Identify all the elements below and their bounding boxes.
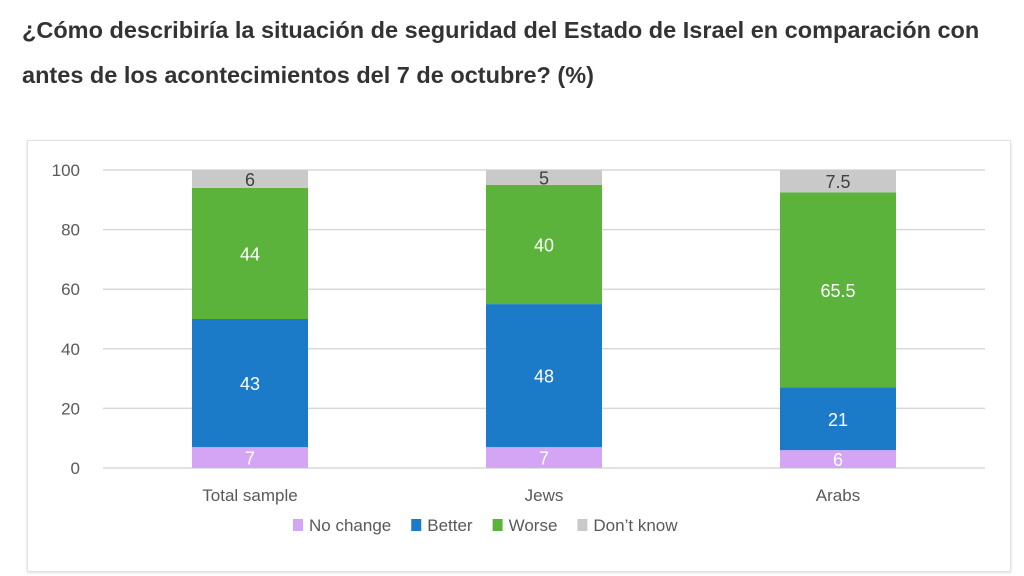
- bar-segment: [192, 319, 308, 448]
- bar-segment: [192, 447, 308, 468]
- legend-label: Better: [427, 516, 473, 535]
- data-label: 43: [240, 374, 260, 394]
- legend-label: No change: [309, 516, 391, 535]
- data-label: 6: [833, 450, 843, 470]
- bar-segment: [192, 187, 308, 319]
- bar-segment: [780, 170, 896, 193]
- bar-segment: [486, 304, 602, 448]
- legend-label: Worse: [509, 516, 558, 535]
- y-tick-label: 100: [52, 161, 80, 180]
- data-label: 21: [828, 410, 848, 430]
- bar-segment: [780, 192, 896, 388]
- data-label: 6: [245, 170, 255, 190]
- x-tick-label: Total sample: [202, 486, 297, 505]
- data-label: 7.5: [825, 172, 850, 192]
- x-tick-label: Arabs: [816, 486, 860, 505]
- data-label: 48: [534, 367, 554, 387]
- bar-segment: [192, 170, 308, 188]
- data-label: 44: [240, 244, 260, 264]
- legend-swatch: [492, 519, 503, 531]
- bar-segment: [486, 184, 602, 305]
- y-tick-label: 40: [61, 340, 80, 359]
- data-label: 5: [539, 168, 549, 188]
- bar-segment: [780, 387, 896, 451]
- legend-label: Don’t know: [593, 516, 678, 535]
- bar-segment: [486, 170, 602, 185]
- y-tick-label: 60: [61, 280, 80, 299]
- legend-swatch: [411, 519, 422, 531]
- y-tick-label: 80: [61, 221, 80, 240]
- data-label: 40: [534, 236, 554, 256]
- data-label: 7: [539, 449, 549, 469]
- data-label: 7: [245, 449, 255, 469]
- x-tick-label: Jews: [525, 486, 564, 505]
- legend-swatch: [293, 519, 303, 531]
- y-tick-label: 0: [71, 459, 80, 478]
- bar-segment: [780, 450, 896, 468]
- legend-swatch: [577, 519, 588, 531]
- chart-title: ¿Cómo describiría la situación de seguri…: [22, 17, 980, 88]
- y-tick-label: 20: [61, 399, 80, 418]
- bar-segment: [486, 447, 602, 468]
- data-label: 65.5: [820, 281, 855, 301]
